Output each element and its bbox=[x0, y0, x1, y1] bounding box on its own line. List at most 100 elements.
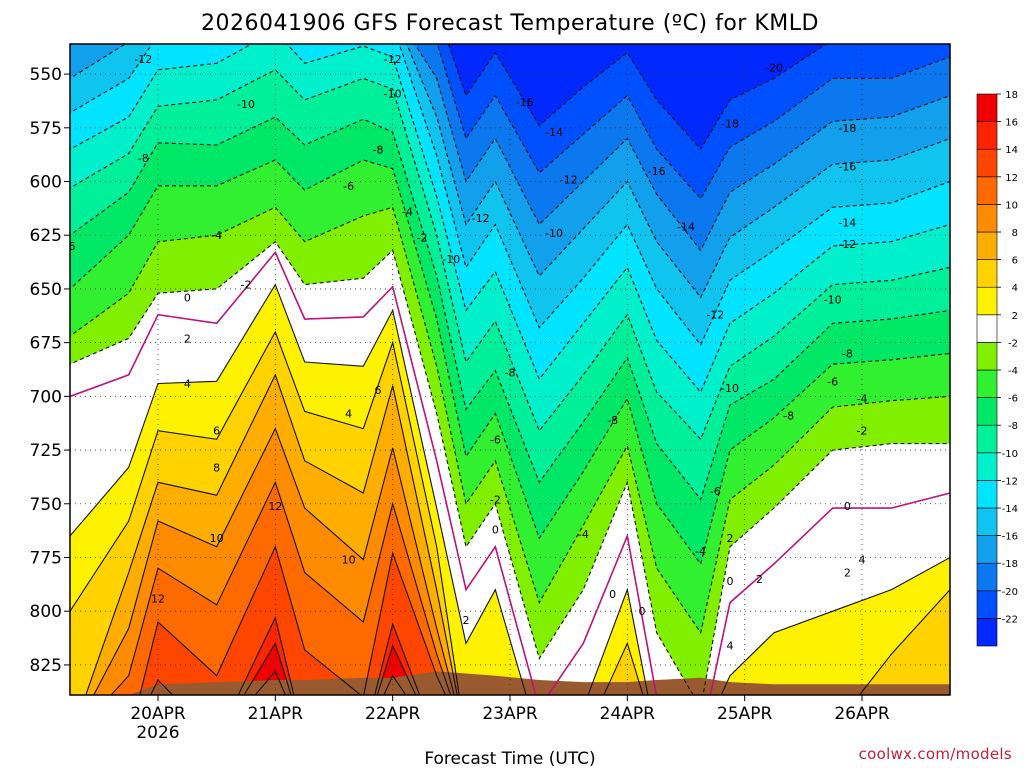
x-tick-label: 24APR bbox=[600, 704, 656, 724]
contour-label-text: -14 bbox=[677, 221, 695, 234]
contour-label-text: -8 bbox=[783, 410, 794, 423]
contour-label-text: 2 bbox=[463, 614, 470, 627]
y-tick-label: 650 bbox=[30, 280, 62, 300]
colorbar-swatch bbox=[976, 148, 998, 178]
y-tick-label: 725 bbox=[30, 441, 62, 461]
contour-label-44: -12 bbox=[838, 238, 856, 251]
isotherm--8 bbox=[70, 116, 950, 501]
colorbar-swatch bbox=[976, 286, 998, 316]
colorbar-swatch bbox=[976, 342, 998, 371]
contour-label-38: -16 bbox=[648, 165, 666, 178]
contour-label-41: -18 bbox=[838, 122, 856, 135]
isotherm--22 bbox=[447, 44, 828, 151]
contour-label-33: 2 bbox=[463, 614, 470, 627]
contour-label-text: 4 bbox=[345, 408, 352, 421]
contour-label-text: -2 bbox=[490, 493, 501, 506]
colorbar-label: 18 bbox=[1005, 90, 1018, 101]
contour-label-text: -2 bbox=[417, 231, 428, 244]
contour-label-43: -14 bbox=[838, 216, 856, 229]
contour-label-62: 0 bbox=[639, 605, 646, 618]
contour-label-text: 4 bbox=[859, 554, 866, 567]
contour-label-18: 12 bbox=[151, 592, 165, 605]
contour-labels: -12-10-8-12-10-8-6-4-4-6-2-2024681012121… bbox=[70, 53, 868, 653]
contour-label-text: -10 bbox=[384, 87, 402, 100]
colorbar-swatch bbox=[976, 176, 998, 205]
contour-label-text: 12 bbox=[151, 592, 165, 605]
isotherm--20 bbox=[436, 44, 950, 200]
contour-label-text: -4 bbox=[402, 206, 413, 219]
isotherm-6 bbox=[85, 373, 458, 695]
isotherm-12 bbox=[139, 545, 447, 695]
colorbar-label: 4 bbox=[1012, 283, 1018, 294]
contour-label-text: -4 bbox=[695, 545, 706, 558]
colorbar-label: -2 bbox=[1008, 338, 1018, 349]
contour-label-text: 0 bbox=[609, 588, 616, 601]
contour-label-30: -6 bbox=[490, 433, 501, 446]
x-tick-label: 22APR bbox=[365, 704, 421, 724]
colorbar-swatch bbox=[976, 507, 998, 536]
colorbar-label: 2 bbox=[1012, 311, 1018, 322]
x-tick-label: 25APR bbox=[717, 704, 773, 724]
contour-label-text: -6 bbox=[710, 485, 721, 498]
colorbar-label: -12 bbox=[1002, 476, 1018, 487]
credit-link[interactable]: coolwx.com/models bbox=[859, 745, 1012, 763]
contour-label-47: -10 bbox=[721, 382, 739, 395]
contour-label-14: 4 bbox=[184, 377, 191, 390]
contour-lines bbox=[70, 44, 950, 695]
grid-lines bbox=[70, 44, 950, 695]
contour-label-text: -20 bbox=[765, 62, 783, 75]
colorbar-swatch bbox=[976, 121, 998, 150]
contour-label-19: 12 bbox=[268, 500, 282, 513]
contour-label-text: -10 bbox=[545, 227, 563, 240]
contour-label-text: -6 bbox=[490, 433, 501, 446]
x-tick-label: 26APR bbox=[834, 704, 890, 724]
contour-label-22: 6 bbox=[375, 384, 382, 397]
contour-label-6: -6 bbox=[343, 180, 354, 193]
isotherm-0 bbox=[70, 250, 950, 695]
y-tick-label: 625 bbox=[30, 226, 62, 246]
contour-label-12: 0 bbox=[184, 292, 191, 305]
contour-label-53: -2 bbox=[857, 425, 868, 438]
contour-label-text: 0 bbox=[492, 524, 499, 537]
colorbar-swatch bbox=[976, 369, 998, 398]
colorbar-label: -8 bbox=[1008, 421, 1018, 432]
y-tick-label: 550 bbox=[30, 65, 62, 85]
contour-label-57: 2 bbox=[756, 573, 763, 586]
contour-label-text: 10 bbox=[210, 532, 224, 545]
contour-label-24: -14 bbox=[545, 126, 563, 139]
contour-label-text: -12 bbox=[560, 173, 578, 186]
contour-label-text: -12 bbox=[134, 53, 152, 66]
contour-label-28: -10 bbox=[442, 253, 460, 266]
isotherm--10 bbox=[70, 69, 950, 441]
contour-label-17: 10 bbox=[210, 532, 224, 545]
colorbar-swatch bbox=[976, 204, 998, 233]
contour-label-10: -2 bbox=[417, 231, 428, 244]
contour-label-text: -10 bbox=[721, 382, 739, 395]
contour-label-31: -2 bbox=[490, 493, 501, 506]
contour-label-text: -16 bbox=[648, 165, 666, 178]
colorbar-swatch bbox=[976, 231, 998, 260]
colorbar-label: -18 bbox=[1002, 559, 1018, 570]
contour-label-text: 8 bbox=[213, 461, 220, 474]
colorbar-label: 12 bbox=[1005, 173, 1018, 184]
contour-label-45: -10 bbox=[824, 294, 842, 307]
contour-label-text: 0 bbox=[727, 575, 734, 588]
contour-label-15: 6 bbox=[213, 425, 220, 438]
contour-label-text: -12 bbox=[706, 309, 724, 322]
isotherm-4 bbox=[70, 330, 950, 695]
x-tick-label: 23APR bbox=[482, 704, 538, 724]
contour-label-text: -8 bbox=[842, 347, 853, 360]
y-tick-label: 700 bbox=[30, 387, 62, 407]
band-fill-12 bbox=[139, 546, 446, 695]
contour-label-16: 8 bbox=[213, 461, 220, 474]
contour-label-text: -2 bbox=[241, 279, 252, 292]
contour-label-text: -8 bbox=[505, 367, 516, 380]
contour-label-20: 10 bbox=[342, 554, 356, 567]
contour-label-54: -4 bbox=[695, 545, 706, 558]
contour-label-7: -4 bbox=[211, 229, 222, 242]
colorbar-swatch bbox=[976, 424, 998, 454]
contour-label-text: -12 bbox=[472, 212, 490, 225]
contour-label-text: -6 bbox=[827, 375, 838, 388]
y-tick-label: 775 bbox=[30, 548, 62, 568]
